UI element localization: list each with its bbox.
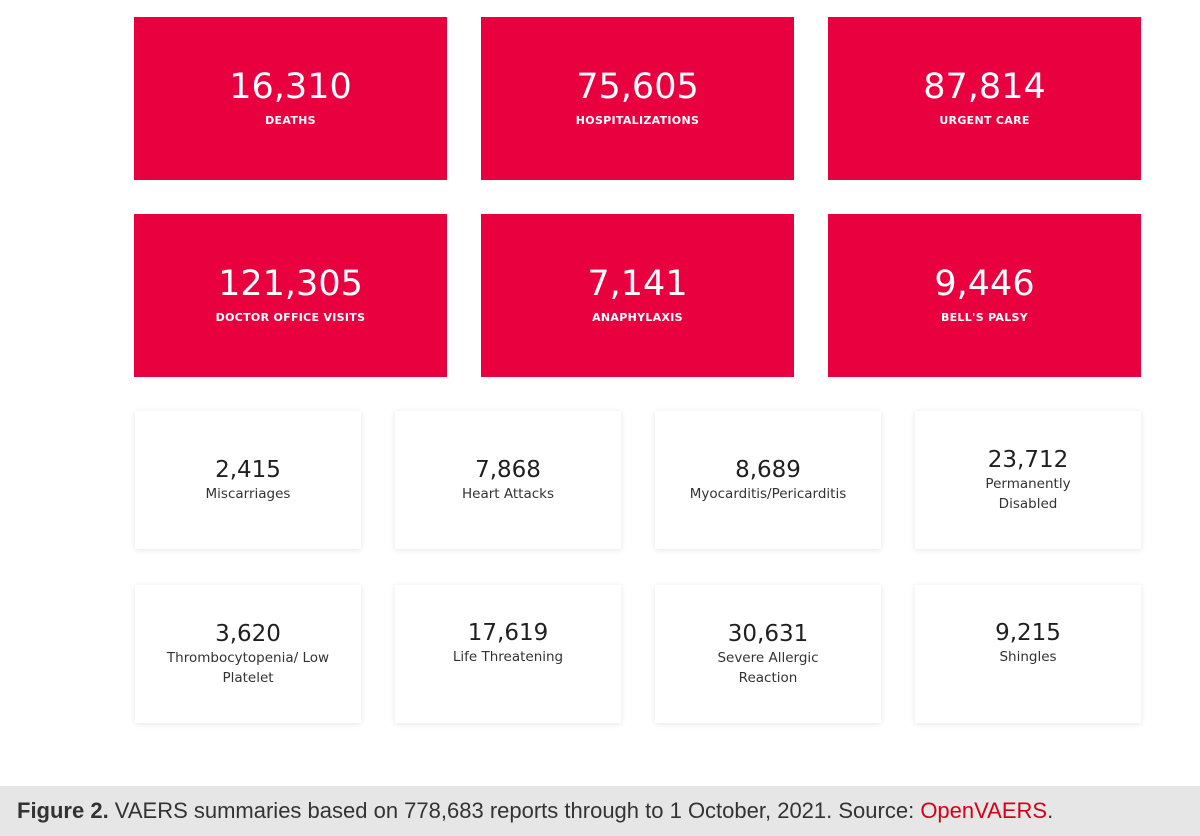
stat-value: 121,305 — [218, 264, 363, 304]
stat-card-permanently-disabled: 23,712 Permanently Disabled — [915, 411, 1141, 549]
stat-card-thrombocytopenia: 3,620 Thrombocytopenia/ Low Platelet — [135, 585, 361, 723]
stat-value: 3,620 — [215, 621, 281, 647]
caption-text: VAERS summaries based on 778,683 reports… — [108, 798, 921, 823]
stat-value: 16,310 — [229, 67, 352, 107]
stat-card-doctor-office-visits: 121,305 DOCTOR OFFICE VISITS — [134, 214, 447, 377]
stat-label: Severe Allergic Reaction — [717, 650, 819, 686]
stat-card-life-threatening: 17,619 Life Threatening — [395, 585, 621, 723]
stat-label: Permanently Disabled — [985, 476, 1071, 512]
stat-value: 9,446 — [934, 264, 1035, 304]
stat-value: 23,712 — [987, 447, 1069, 473]
figure-label: Figure 2. — [17, 798, 109, 823]
stat-label: Miscarriages — [205, 486, 291, 502]
stat-label: HOSPITALIZATIONS — [575, 114, 700, 127]
stat-label: Heart Attacks — [462, 486, 554, 502]
stat-value: 2,415 — [215, 457, 281, 483]
stat-card-heart-attacks: 7,868 Heart Attacks — [395, 411, 621, 549]
stat-label: DEATHS — [265, 114, 316, 127]
stat-label: URGENT CARE — [939, 114, 1030, 127]
stat-value: 9,215 — [995, 619, 1061, 646]
stat-value: 30,631 — [727, 621, 809, 647]
stat-card-deaths: 16,310 DEATHS — [134, 17, 447, 180]
stat-card-bells-palsy: 9,446 BELL'S PALSY — [828, 214, 1141, 377]
stat-card-hospitalizations: 75,605 HOSPITALIZATIONS — [481, 17, 794, 180]
stat-label: Life Threatening — [452, 648, 564, 665]
stat-value: 7,868 — [475, 457, 541, 483]
stat-label: DOCTOR OFFICE VISITS — [215, 311, 366, 324]
stat-label: Shingles — [999, 648, 1057, 665]
source-link[interactable]: OpenVAERS — [920, 798, 1048, 823]
stat-card-myocarditis: 8,689 Myocarditis/Pericarditis — [655, 411, 881, 549]
stat-card-miscarriages: 2,415 Miscarriages — [135, 411, 361, 549]
stat-card-shingles: 9,215 Shingles — [915, 585, 1141, 723]
stat-label: BELL'S PALSY — [940, 311, 1029, 324]
stat-value: 7,141 — [587, 264, 688, 304]
stat-value: 75,605 — [576, 67, 699, 107]
stat-card-severe-allergic-reaction: 30,631 Severe Allergic Reaction — [655, 585, 881, 723]
figure-caption: Figure 2. VAERS summaries based on 778,6… — [0, 786, 1200, 836]
stat-value: 17,619 — [467, 619, 549, 646]
stat-card-anaphylaxis: 7,141 ANAPHYLAXIS — [481, 214, 794, 377]
caption-period: . — [1047, 798, 1054, 823]
stat-label: ANAPHYLAXIS — [592, 311, 683, 324]
stat-label: Thrombocytopenia/ Low Platelet — [166, 650, 330, 686]
stat-card-urgent-care: 87,814 URGENT CARE — [828, 17, 1141, 180]
stat-label: Myocarditis/Pericarditis — [689, 486, 847, 502]
stat-value: 8,689 — [735, 457, 801, 483]
stat-value: 87,814 — [923, 67, 1046, 107]
